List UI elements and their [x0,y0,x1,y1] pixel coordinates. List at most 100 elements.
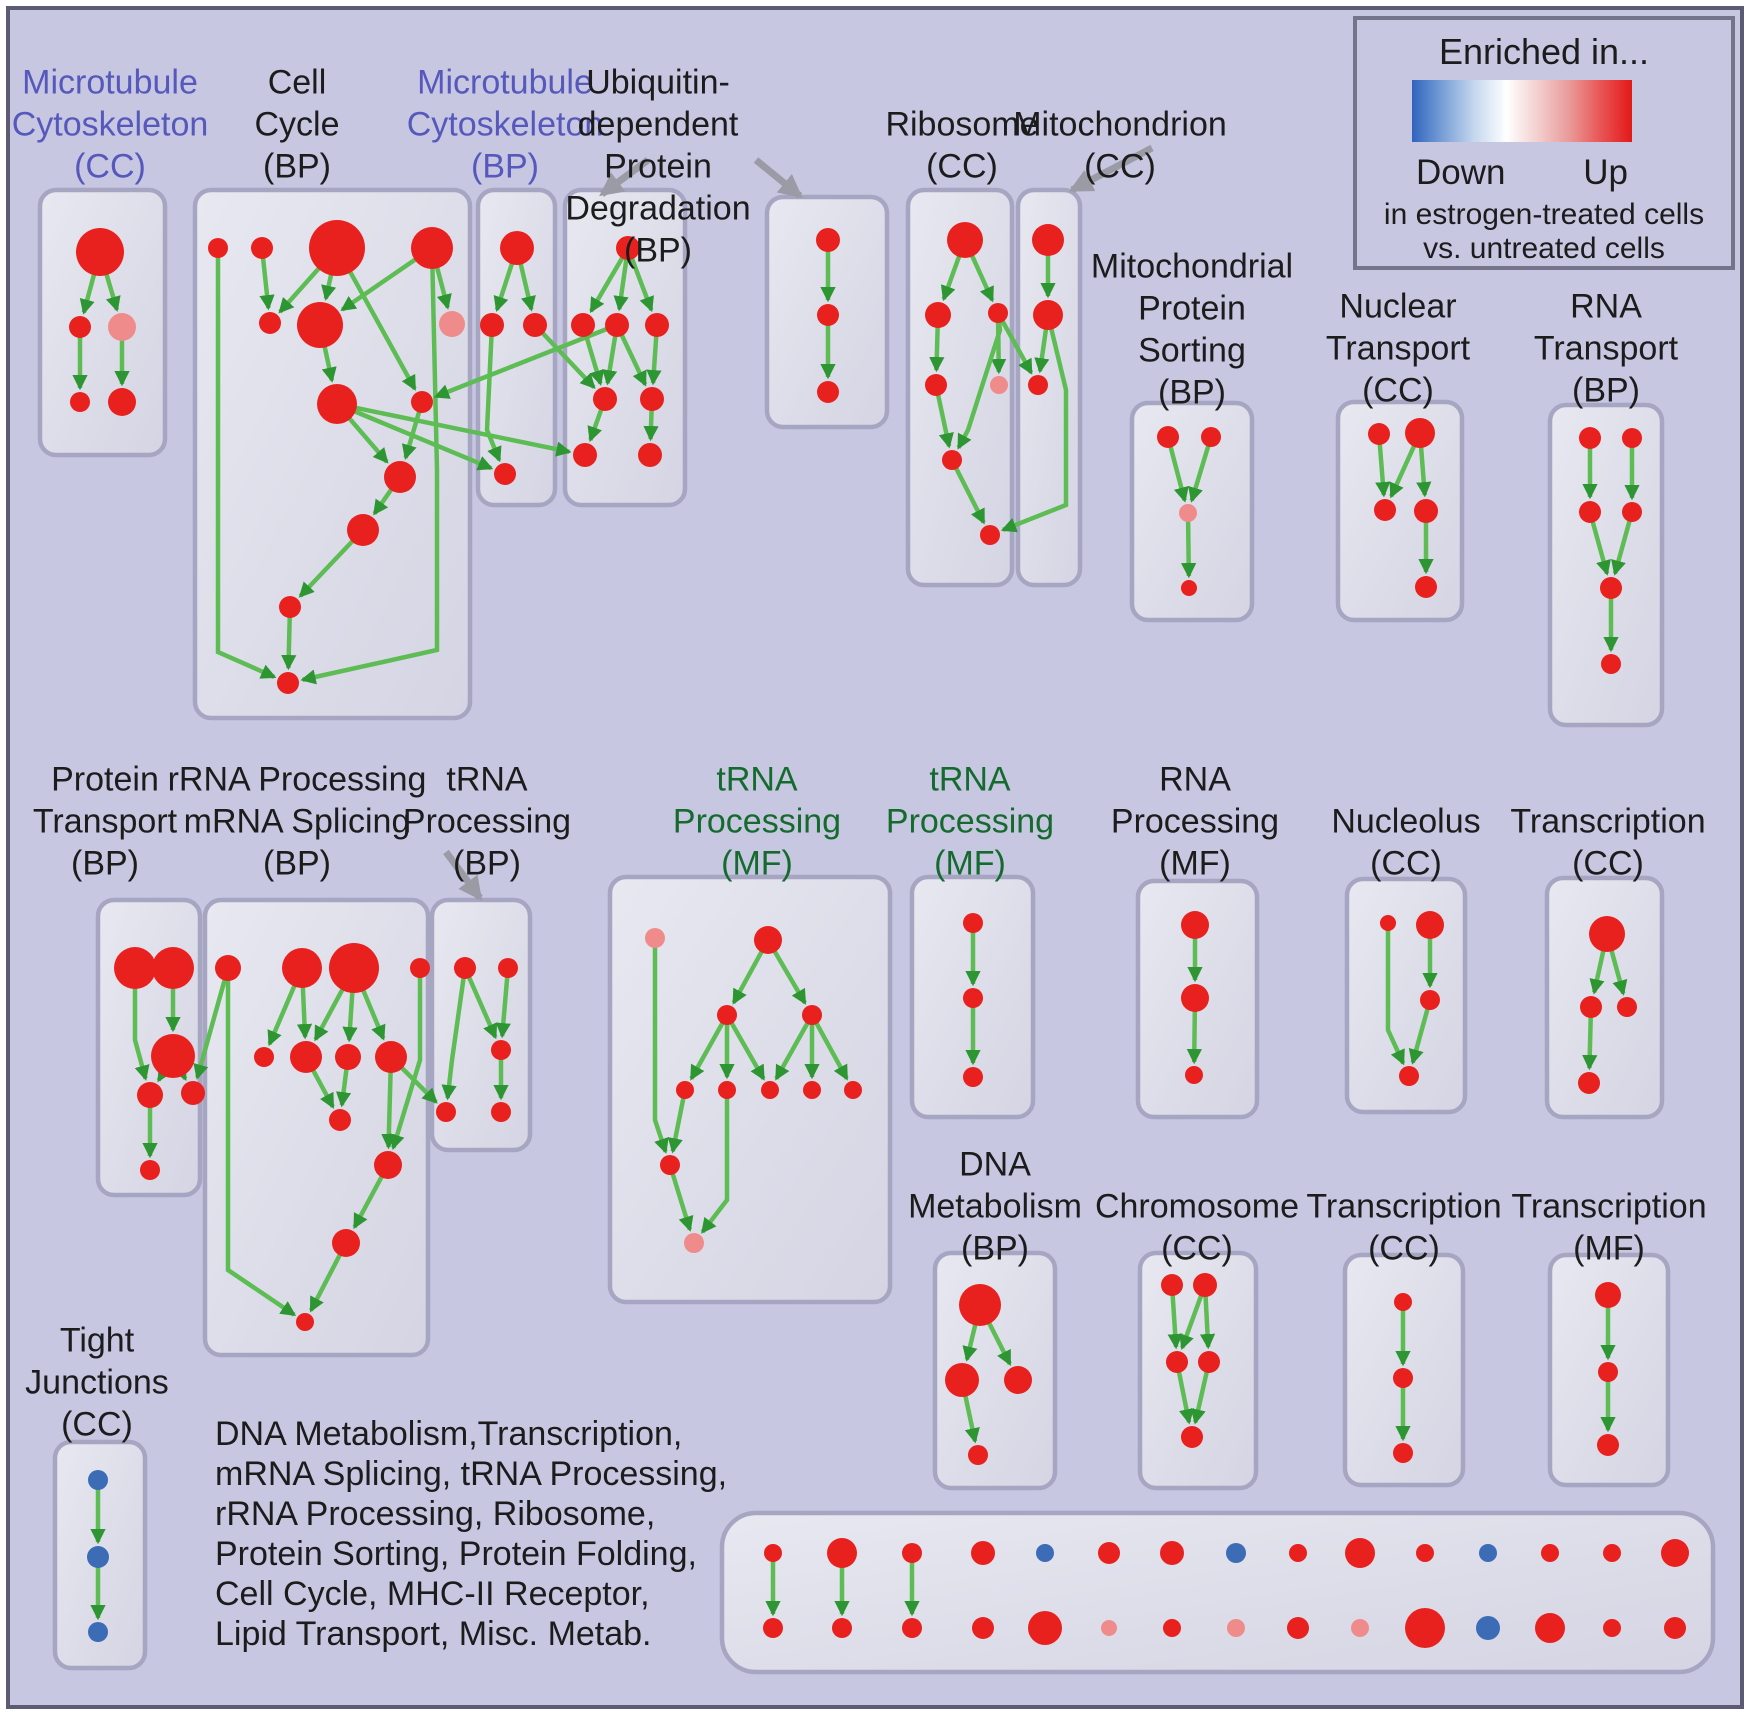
node-u4 [645,313,669,337]
cluster-label-line: Mitochondrial [1091,248,1293,286]
node-n5 [1415,576,1437,598]
cluster-box-mixed-terms [719,1510,1716,1675]
cluster-label-line: (MF) [1159,845,1231,883]
node-p3 [151,1034,195,1078]
node-d1 [208,238,228,258]
node-u5 [593,387,617,411]
edge-l1-l4 [1385,923,1406,1066]
cluster-label-line: (CC) [1368,1230,1440,1268]
cluster-label-line: RNA [1159,761,1231,799]
cluster-label-line: (BP) [624,232,692,270]
cluster-label-line: (CC) [1370,845,1442,883]
edge-d7-m4 [336,401,494,471]
edge-u1-u2 [589,246,630,314]
node-wb14 [1603,1619,1621,1637]
node-m1 [500,231,534,265]
node-q1 [215,955,241,981]
cluster-label-line: (CC) [1161,1230,1233,1268]
cluster-label-2: Cell Cycle (BP) [254,64,339,186]
node-k1 [1181,911,1209,939]
node-q7 [335,1044,361,1070]
node-f5 [1181,1426,1203,1448]
node-q8 [375,1041,407,1073]
node-wa4 [971,1541,995,1565]
edge-t1-t3 [462,967,498,1040]
node-q9 [329,1109,351,1131]
node-e2 [945,1363,979,1397]
cluster-box-microtubule-cytoskeleton-cc [37,187,168,458]
cluster-label-line: tRNA [446,761,528,799]
node-p5 [181,1081,205,1105]
cluster-label-3: Microtubule Cytoskeleton (BP) [407,64,604,186]
cluster-label-line: (MF) [721,845,793,883]
cluster-label-15: RNA Processing (MF) [1111,761,1279,883]
edge-s3-s4 [1181,512,1197,579]
edge-q1-q12 [225,968,297,1317]
node-o2 [1033,300,1063,330]
edge-r3-o3 [996,311,1034,375]
cluster-label-line: (MF) [1573,1230,1645,1268]
node-g10 [660,1155,680,1175]
node-wa14 [1603,1544,1621,1562]
node-d10 [347,514,379,546]
cluster-label-18: Tight Junctions (CC) [25,1322,169,1444]
node-r7 [980,525,1000,545]
node-g11 [684,1233,704,1253]
node-d13 [439,311,465,337]
node-wa12 [1479,1544,1497,1562]
node-w2 [1622,428,1642,448]
edge-d4-d12 [300,247,440,685]
cluster-label-line: DNA [959,1146,1031,1184]
legend-title: Enriched in... [1439,31,1649,72]
node-a4 [70,392,90,412]
node-n3 [1374,499,1396,521]
node-r1 [947,222,983,258]
node-d3 [309,220,365,276]
cluster-label-line: dependent [578,106,739,144]
node-wb4 [972,1617,994,1639]
cluster-label-line: (BP) [1158,374,1226,412]
cluster-label-line: Cytoskeleton [407,106,604,144]
node-l4 [1399,1066,1419,1086]
node-wa1 [764,1544,782,1562]
cluster-box-nuclear-transport-cc [1335,399,1465,623]
node-d11 [279,596,301,618]
node-wb6 [1101,1620,1117,1636]
node-u1 [616,236,640,260]
cluster-label-20: Chromosome (CC) [1095,1188,1299,1268]
cluster-label-12: tRNA Processing (BP) [403,761,571,883]
node-t3 [491,1040,511,1060]
node-a5 [108,388,136,416]
cluster-label-line: (CC) [926,148,998,186]
edge-t1-t5 [441,967,468,1101]
node-g5 [676,1081,694,1099]
node-g6 [718,1081,736,1099]
cluster-label-line: RNA [1570,288,1642,326]
cluster-label-line: Mitochondrion [1013,106,1227,144]
node-z1 [1589,916,1625,952]
node-wb13 [1535,1613,1565,1643]
node-k2 [1181,984,1209,1012]
node-a1 [76,228,124,276]
node-x2 [1598,1362,1618,1382]
misc-terms-line: DNA Metabolism,Transcription, [215,1415,682,1453]
cluster-label-6: Mitochondrion (CC) [1013,106,1227,186]
cluster-label-13: tRNA Processing (MF) [673,761,841,883]
cluster-label-line: (CC) [61,1406,133,1444]
node-f1 [1161,1274,1183,1296]
node-f2 [1193,1273,1217,1297]
cluster-label-line: Transcription [1510,803,1705,841]
node-s3 [1179,504,1197,522]
node-a3 [108,313,136,341]
cluster-label-line: Degradation [565,190,750,228]
label-pointer-arrow-2 [753,157,803,199]
cluster-label-line: Junctions [25,1364,169,1402]
node-w5 [1600,577,1622,599]
cluster-label-line: (CC) [1084,148,1156,186]
node-k3 [1185,1066,1203,1084]
misc-terms-line: rRNA Processing, Ribosome, [215,1495,655,1533]
node-g4 [802,1005,822,1025]
cluster-label-line: Transport [1326,330,1471,368]
node-w1 [1579,427,1601,449]
node-g7 [761,1081,779,1099]
